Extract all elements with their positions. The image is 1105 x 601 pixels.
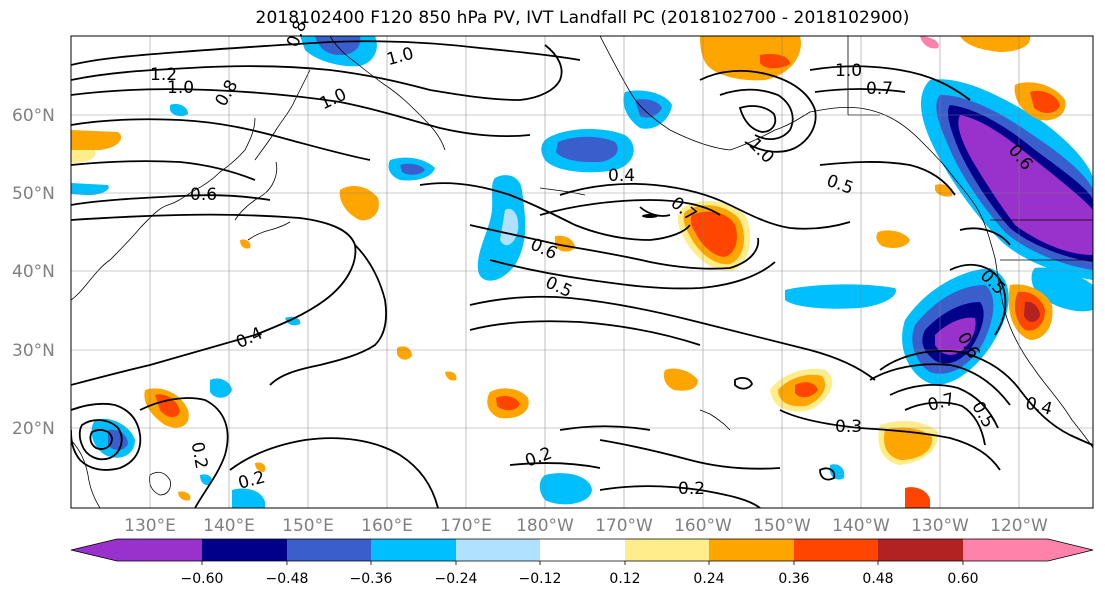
lat-label: 60°N: [12, 106, 55, 126]
contour-label: 0.4: [608, 166, 635, 186]
contour-label: 0.6: [190, 185, 217, 205]
lon-label: 180°W: [516, 516, 574, 536]
colorbar-tick-label: 0.60: [947, 571, 978, 587]
longitude-labels: 130°E 140°E 150°E 160°E 170°E 180°W 170°…: [124, 516, 1048, 536]
lon-label: 160°E: [361, 516, 413, 536]
colorbar-segment: [117, 539, 202, 561]
colorbar-tick-label: −0.48: [266, 571, 309, 587]
pv-max-marker: [642, 214, 658, 218]
lon-label: 150°W: [753, 516, 811, 536]
colorbar-tick-label: 0.12: [609, 571, 640, 587]
colorbar-extend-min: [71, 539, 117, 561]
pv-contours: [71, 40, 1093, 508]
lon-label: 130°W: [911, 516, 969, 536]
colorbar-tick-label: 0.36: [778, 571, 809, 587]
colorbar-tick-label: −0.24: [435, 571, 478, 587]
colorbar-segment: [456, 539, 540, 561]
contour-label: 1.2: [150, 65, 177, 85]
colorbar-segment: [202, 539, 287, 561]
lat-label: 50°N: [12, 184, 55, 204]
contour-label: 0.7: [866, 79, 893, 99]
lon-label: 140°E: [203, 516, 255, 536]
plot-title: 2018102400 F120 850 hPa PV, IVT Landfall…: [255, 8, 910, 28]
colorbar-segment: [709, 539, 794, 561]
colorbar-tick-label: −0.60: [181, 571, 224, 587]
latitude-labels: 60°N 50°N 40°N 30°N 20°N: [12, 106, 55, 439]
colorbar-extend-max: [1048, 539, 1093, 561]
contour-label: 0.2: [187, 440, 211, 470]
contour-label: 0.3: [835, 417, 862, 437]
colorbar: −0.60 −0.48 −0.36 −0.24 −0.12 0.12 0.24 …: [70, 538, 1094, 587]
coastlines: [71, 36, 1093, 508]
lat-label: 40°N: [12, 262, 55, 282]
lon-label: 170°E: [440, 516, 492, 536]
lon-label: 170°W: [595, 516, 653, 536]
pv-shading: [71, 36, 1093, 508]
lon-label: 150°E: [282, 516, 334, 536]
colorbar-segment: [625, 539, 709, 561]
lon-label: 120°W: [990, 516, 1048, 536]
lat-label: 20°N: [12, 419, 55, 439]
colorbar-segment: [287, 539, 371, 561]
colorbar-tick-label: −0.12: [519, 571, 562, 587]
lon-label: 130°E: [124, 516, 176, 536]
colorbar-tick-label: −0.36: [350, 571, 393, 587]
lon-label: 160°W: [674, 516, 732, 536]
contour-label: 1.0: [167, 78, 194, 98]
colorbar-segment: [540, 539, 625, 561]
map-frame: [70, 35, 1094, 509]
colorbar-tick-label: 0.48: [862, 571, 893, 587]
colorbar-segment: [794, 539, 878, 561]
graticule: [71, 36, 1093, 508]
lon-label: 140°W: [832, 516, 890, 536]
colorbar-segment: [963, 539, 1048, 561]
contour-label: 1.0: [835, 61, 862, 81]
colorbar-tick-label: 0.24: [693, 571, 724, 587]
colorbar-segment: [878, 539, 963, 561]
colorbar-segment: [371, 539, 456, 561]
contour-label: 0.2: [678, 479, 705, 499]
lat-label: 30°N: [12, 341, 55, 361]
